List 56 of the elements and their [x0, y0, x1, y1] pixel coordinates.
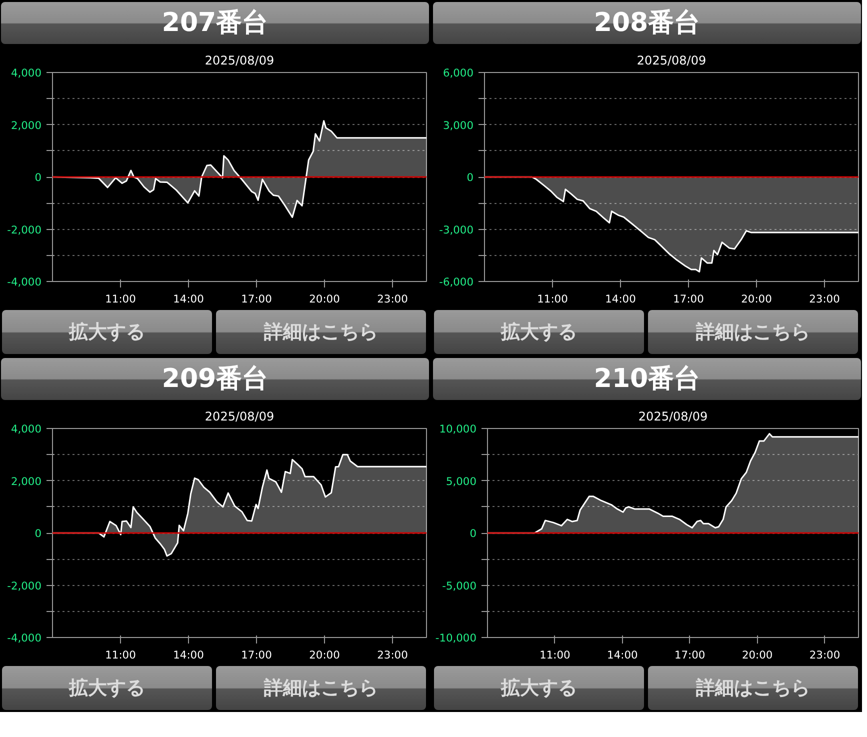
chart-subtitle: 2025/08/09	[638, 410, 708, 424]
y-tick-label: 0	[34, 527, 42, 540]
x-tick-label: 20:00	[309, 292, 340, 306]
y-tick-label: 0	[470, 527, 477, 540]
text: 詳細はこちら	[696, 676, 810, 701]
x-tick-label: 23:00	[809, 292, 840, 306]
y-tick-label: -2,000	[7, 579, 42, 592]
y-tick-label: 5,000	[446, 474, 477, 488]
text: 詳細はこちら	[696, 320, 810, 345]
x-tick-label: 11:00	[105, 292, 136, 306]
y-tick-label: -5,000	[442, 579, 477, 592]
y-tick-label: 2,000	[10, 118, 42, 132]
text: 詳細はこちら	[264, 676, 378, 701]
x-tick-label: 14:00	[607, 648, 638, 662]
x-tick-label: 14:00	[173, 292, 204, 306]
y-tick-label: -3,000	[439, 223, 474, 236]
y-tick-label: 0	[466, 171, 474, 184]
y-tick-label: -4,000	[7, 276, 42, 288]
x-tick-label: 14:00	[605, 292, 636, 306]
chart-subtitle: 2025/08/09	[204, 410, 274, 424]
x-tick-label: 11:00	[537, 292, 568, 306]
y-tick-label: 2,000	[10, 474, 42, 488]
x-tick-label: 17:00	[241, 292, 272, 306]
x-tick-label: 23:00	[377, 292, 408, 306]
text: 拡大する	[501, 676, 577, 701]
x-tick-label: 23:00	[377, 648, 408, 662]
y-tick-label: -6,000	[439, 276, 474, 288]
y-tick-label: 0	[34, 171, 42, 184]
y-tick-label: 4,000	[10, 422, 42, 436]
y-tick-label: -10,000	[435, 632, 477, 644]
chart-title: 207番台	[162, 7, 268, 40]
x-tick-label: 20:00	[742, 648, 773, 662]
y-tick-label: -4,000	[7, 632, 42, 644]
text: 詳細はこちら	[264, 320, 378, 345]
chart-subtitle: 2025/08/09	[636, 54, 706, 68]
y-tick-label: 10,000	[439, 422, 477, 436]
x-tick-label: 20:00	[309, 648, 340, 662]
x-tick-label: 17:00	[673, 292, 704, 306]
text: 拡大する	[69, 676, 145, 701]
x-tick-label: 17:00	[674, 648, 706, 662]
y-tick-label: 3,000	[442, 118, 474, 132]
chart-title: 208番台	[594, 7, 700, 40]
chart-title: 209番台	[162, 363, 268, 396]
chart-title: 210番台	[594, 363, 700, 396]
y-tick-label: -2,000	[7, 223, 42, 236]
x-tick-label: 20:00	[741, 292, 772, 306]
y-tick-label: 4,000	[10, 66, 42, 80]
y-tick-label: 6,000	[442, 66, 474, 80]
text: 拡大する	[501, 320, 577, 345]
text: 拡大する	[69, 320, 145, 345]
x-tick-label: 14:00	[173, 648, 204, 662]
chart-subtitle: 2025/08/09	[204, 54, 274, 68]
x-tick-label: 11:00	[540, 648, 571, 662]
x-tick-label: 17:00	[241, 648, 272, 662]
x-tick-label: 23:00	[809, 648, 840, 662]
x-tick-label: 11:00	[105, 648, 136, 662]
